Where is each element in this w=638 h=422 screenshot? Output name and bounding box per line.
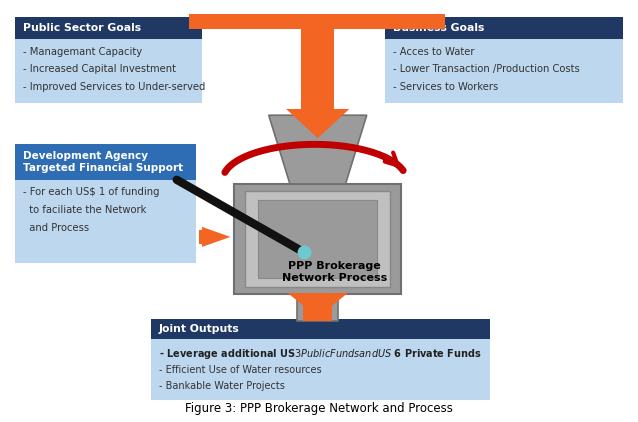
FancyBboxPatch shape [15,17,202,103]
FancyBboxPatch shape [258,200,377,279]
Polygon shape [288,293,348,317]
Polygon shape [269,115,367,184]
Text: - Efficient Use of Water resources: - Efficient Use of Water resources [159,365,322,375]
FancyBboxPatch shape [297,294,338,322]
FancyBboxPatch shape [385,17,623,103]
Text: - For each US$ 1 of funding: - For each US$ 1 of funding [23,187,160,197]
Text: to faciliate the Network: to faciliate the Network [23,205,146,215]
FancyBboxPatch shape [234,184,401,294]
Text: and Process: and Process [23,223,89,233]
Text: PPP Brokerage
Network Process: PPP Brokerage Network Process [281,261,387,283]
FancyBboxPatch shape [301,30,334,113]
Polygon shape [202,227,230,247]
FancyBboxPatch shape [15,144,196,180]
Text: - Bankable Water Projects: - Bankable Water Projects [159,381,285,391]
Polygon shape [286,109,350,138]
FancyBboxPatch shape [385,17,623,39]
Text: Figure 3: PPP Brokerage Network and Process: Figure 3: PPP Brokerage Network and Proc… [185,402,453,415]
FancyBboxPatch shape [15,17,202,39]
FancyBboxPatch shape [189,14,445,30]
Text: Development Agency
Targeted Financial Support: Development Agency Targeted Financial Su… [23,151,183,173]
Text: Joint Outputs: Joint Outputs [159,324,240,334]
Text: Business Goals: Business Goals [393,23,484,33]
Text: - Services to Workers: - Services to Workers [393,82,498,92]
Text: - Improved Services to Under-served: - Improved Services to Under-served [23,82,205,92]
Text: - Lower Transaction /Production Costs: - Lower Transaction /Production Costs [393,65,580,74]
Text: - Managemant Capacity: - Managemant Capacity [23,46,142,57]
FancyBboxPatch shape [151,319,490,400]
Text: Public Sector Goals: Public Sector Goals [23,23,141,33]
FancyBboxPatch shape [245,192,390,287]
Text: - Acces to Water: - Acces to Water [393,46,475,57]
Text: - Increased Capital Investment: - Increased Capital Investment [23,65,176,74]
FancyBboxPatch shape [151,319,490,339]
FancyBboxPatch shape [199,230,202,243]
FancyBboxPatch shape [303,293,332,322]
FancyBboxPatch shape [15,144,196,263]
Text: - Leverage additional US$ 3 Public Funds and US$ 6 Private Funds: - Leverage additional US$ 3 Public Funds… [159,347,482,361]
